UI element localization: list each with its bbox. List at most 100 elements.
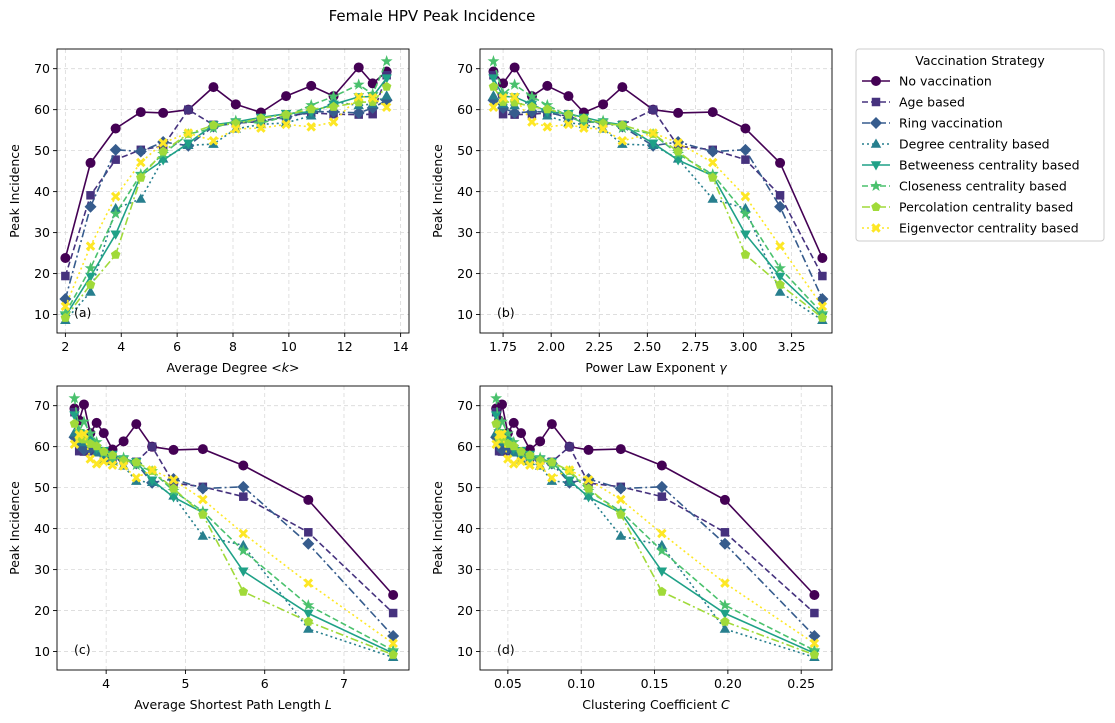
data-point (740, 249, 751, 259)
data-point (85, 272, 96, 282)
data-point (168, 493, 179, 503)
y-tick-label: 50 (457, 143, 473, 158)
y-tick-label: 60 (34, 439, 50, 454)
y-tick-label: 10 (34, 307, 50, 322)
data-point (617, 82, 628, 93)
data-point (353, 92, 364, 102)
data-point (79, 429, 89, 439)
data-point (59, 307, 72, 319)
legend-title: Vaccination Strategy (915, 53, 1045, 68)
legend-entry: Degree centrality based (899, 137, 1050, 152)
subplot-a (53, 48, 410, 337)
data-point (488, 102, 499, 112)
data-point (134, 145, 147, 158)
y-tick-label: 60 (457, 102, 473, 117)
data-point (775, 241, 785, 251)
series-line (495, 414, 815, 654)
y-axis-label: Peak Incidence (7, 481, 22, 575)
data-point (719, 494, 730, 505)
data-point (131, 457, 142, 467)
data-point (183, 128, 194, 138)
data-point (508, 78, 521, 90)
data-point (208, 82, 219, 93)
panel-label: (d) (497, 642, 515, 657)
data-point (69, 418, 80, 428)
data-point (497, 87, 510, 100)
data-point (741, 155, 750, 164)
data-point (168, 444, 179, 455)
y-axis-label: Peak Incidence (7, 144, 22, 238)
data-point (491, 439, 501, 449)
data-point (303, 494, 314, 505)
legend-entry: Eigenvector centrality based (899, 221, 1079, 236)
data-point (583, 483, 594, 493)
data-point (238, 460, 249, 471)
data-point (809, 649, 820, 659)
x-tick-label: 12 (337, 339, 353, 354)
data-point (106, 453, 119, 466)
data-point (598, 99, 609, 110)
data-point (774, 272, 786, 282)
x-axis-label: Clustering Coefficient C (582, 697, 730, 712)
legend-entry: No vaccination (899, 74, 992, 89)
data-point (184, 105, 193, 114)
legend-marker (871, 97, 881, 107)
data-point (498, 109, 508, 119)
data-point (306, 80, 317, 91)
x-tick-label: 1.75 (489, 339, 517, 354)
data-point (707, 172, 718, 182)
data-point (388, 608, 398, 618)
data-point (579, 113, 589, 123)
data-point (508, 441, 519, 451)
data-point (61, 271, 70, 281)
data-point (109, 207, 122, 219)
data-point (73, 424, 86, 437)
legend-marker (871, 223, 881, 233)
data-point (111, 155, 120, 164)
data-point (109, 143, 122, 156)
data-point (147, 442, 157, 451)
data-point (547, 457, 557, 467)
data-point (673, 138, 683, 148)
data-point (564, 476, 575, 486)
axes-frame (479, 385, 833, 671)
data-point (110, 123, 121, 134)
data-point (542, 104, 553, 114)
data-point (196, 482, 209, 495)
data-point (381, 81, 392, 91)
data-point (281, 91, 292, 102)
x-tick-label: 6 (261, 676, 269, 691)
data-point (673, 107, 684, 118)
data-point (615, 530, 627, 540)
data-point (719, 623, 731, 633)
y-tick-label: 30 (34, 562, 50, 577)
legend-box (855, 48, 1105, 242)
data-point (85, 241, 96, 251)
data-point (775, 279, 785, 289)
data-point (577, 116, 590, 129)
legend-marker (870, 117, 882, 129)
data-point (303, 623, 314, 633)
x-tick-label: 8 (229, 339, 237, 354)
x-tick-label: 0.25 (787, 676, 815, 691)
data-point (78, 399, 89, 410)
data-point (523, 453, 536, 466)
data-point (648, 128, 658, 138)
series-line (495, 404, 815, 596)
x-tick-label: 0.20 (714, 676, 742, 691)
data-point (583, 475, 594, 485)
data-point (739, 143, 752, 156)
axes-frame (56, 385, 410, 671)
data-point (367, 78, 378, 89)
data-point (198, 494, 208, 505)
data-point (256, 123, 266, 133)
y-tick-label: 10 (457, 644, 473, 659)
data-point (563, 91, 574, 102)
y-tick-label: 40 (457, 521, 473, 536)
data-point (498, 78, 509, 89)
y-tick-label: 10 (34, 644, 50, 659)
data-point (718, 599, 731, 611)
y-axis-label: Peak Incidence (430, 144, 445, 238)
data-point (615, 444, 626, 455)
